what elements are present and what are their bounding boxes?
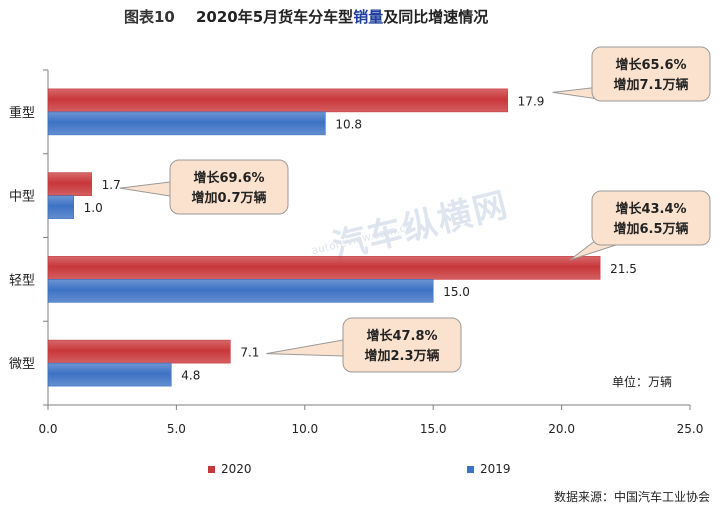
value-label-2020: 7.1 <box>240 346 259 360</box>
callout-growth: 增长65.6% <box>615 57 686 73</box>
callout-increase: 增加0.7万辆 <box>191 190 266 206</box>
value-label-2019: 4.8 <box>181 369 200 383</box>
title-highlight: 销量 <box>353 8 384 26</box>
value-label-2019: 1.0 <box>84 201 103 215</box>
legend-item-2019: 2019 <box>467 462 511 476</box>
callout-increase: 增加2.3万辆 <box>364 348 439 364</box>
category-label: 中型 <box>9 190 35 205</box>
legend-swatch-2020 <box>208 466 215 473</box>
value-label-2019: 15.0 <box>443 285 470 299</box>
bar-2019 <box>47 111 326 136</box>
callout-box <box>591 46 711 102</box>
callout-growth: 增长47.8% <box>366 328 437 344</box>
bar-2020 <box>47 256 601 280</box>
callout-increase: 增加7.1万辆 <box>613 77 688 93</box>
legend-item-2020: 2020 <box>208 462 252 476</box>
legend-swatch-2019 <box>467 466 474 473</box>
x-tick-label: 25.0 <box>677 422 704 436</box>
chart-title: 图表10 2020年5月货车分车型销量及同比增速情况 <box>0 6 720 26</box>
figure-number: 图表10 <box>124 8 175 26</box>
bar-2019 <box>47 195 74 219</box>
category-label: 微型 <box>9 357 35 372</box>
x-tick-label: 20.0 <box>548 422 575 436</box>
callout-box <box>342 317 462 373</box>
value-label-2020: 1.7 <box>102 178 121 192</box>
x-tick-label: 10.0 <box>291 422 318 436</box>
callout-seam <box>600 236 616 244</box>
unit-label: 单位：万辆 <box>612 375 673 389</box>
legend-label-2020: 2020 <box>221 462 252 476</box>
callout-box <box>591 190 711 246</box>
value-label-2020: 17.9 <box>518 94 545 108</box>
bar-2020 <box>47 88 508 113</box>
title-prefix: 2020年5月货车分车型 <box>196 8 354 26</box>
bar-2019 <box>47 362 172 387</box>
title-suffix: 及同比增速情况 <box>383 8 489 26</box>
callout-growth: 增长69.6% <box>193 170 264 186</box>
x-tick-label: 15.0 <box>420 422 447 436</box>
callout-pointer <box>119 181 171 197</box>
callout-growth: 增长43.4% <box>615 201 686 217</box>
category-label: 重型 <box>9 105 35 121</box>
callout-pointer <box>266 339 344 357</box>
source-label: 数据来源：中国汽车工业协会 <box>553 490 710 504</box>
bar-2020 <box>47 172 92 196</box>
x-tick-label: 0.0 <box>38 422 57 436</box>
callout-seam <box>600 86 612 100</box>
x-tick-label: 5.0 <box>167 422 186 436</box>
title-text: 2020年5月货车分车型销量及同比增速情况 <box>196 6 488 27</box>
value-label-2020: 21.5 <box>610 262 637 276</box>
bar-2020 <box>47 339 231 364</box>
callout-increase: 增加6.5万辆 <box>613 221 688 237</box>
callout-box <box>169 159 289 215</box>
category-label: 轻型 <box>9 273 35 288</box>
bar-2019 <box>47 279 434 303</box>
legend-label-2019: 2019 <box>480 462 511 476</box>
value-label-2019: 10.8 <box>335 117 362 131</box>
